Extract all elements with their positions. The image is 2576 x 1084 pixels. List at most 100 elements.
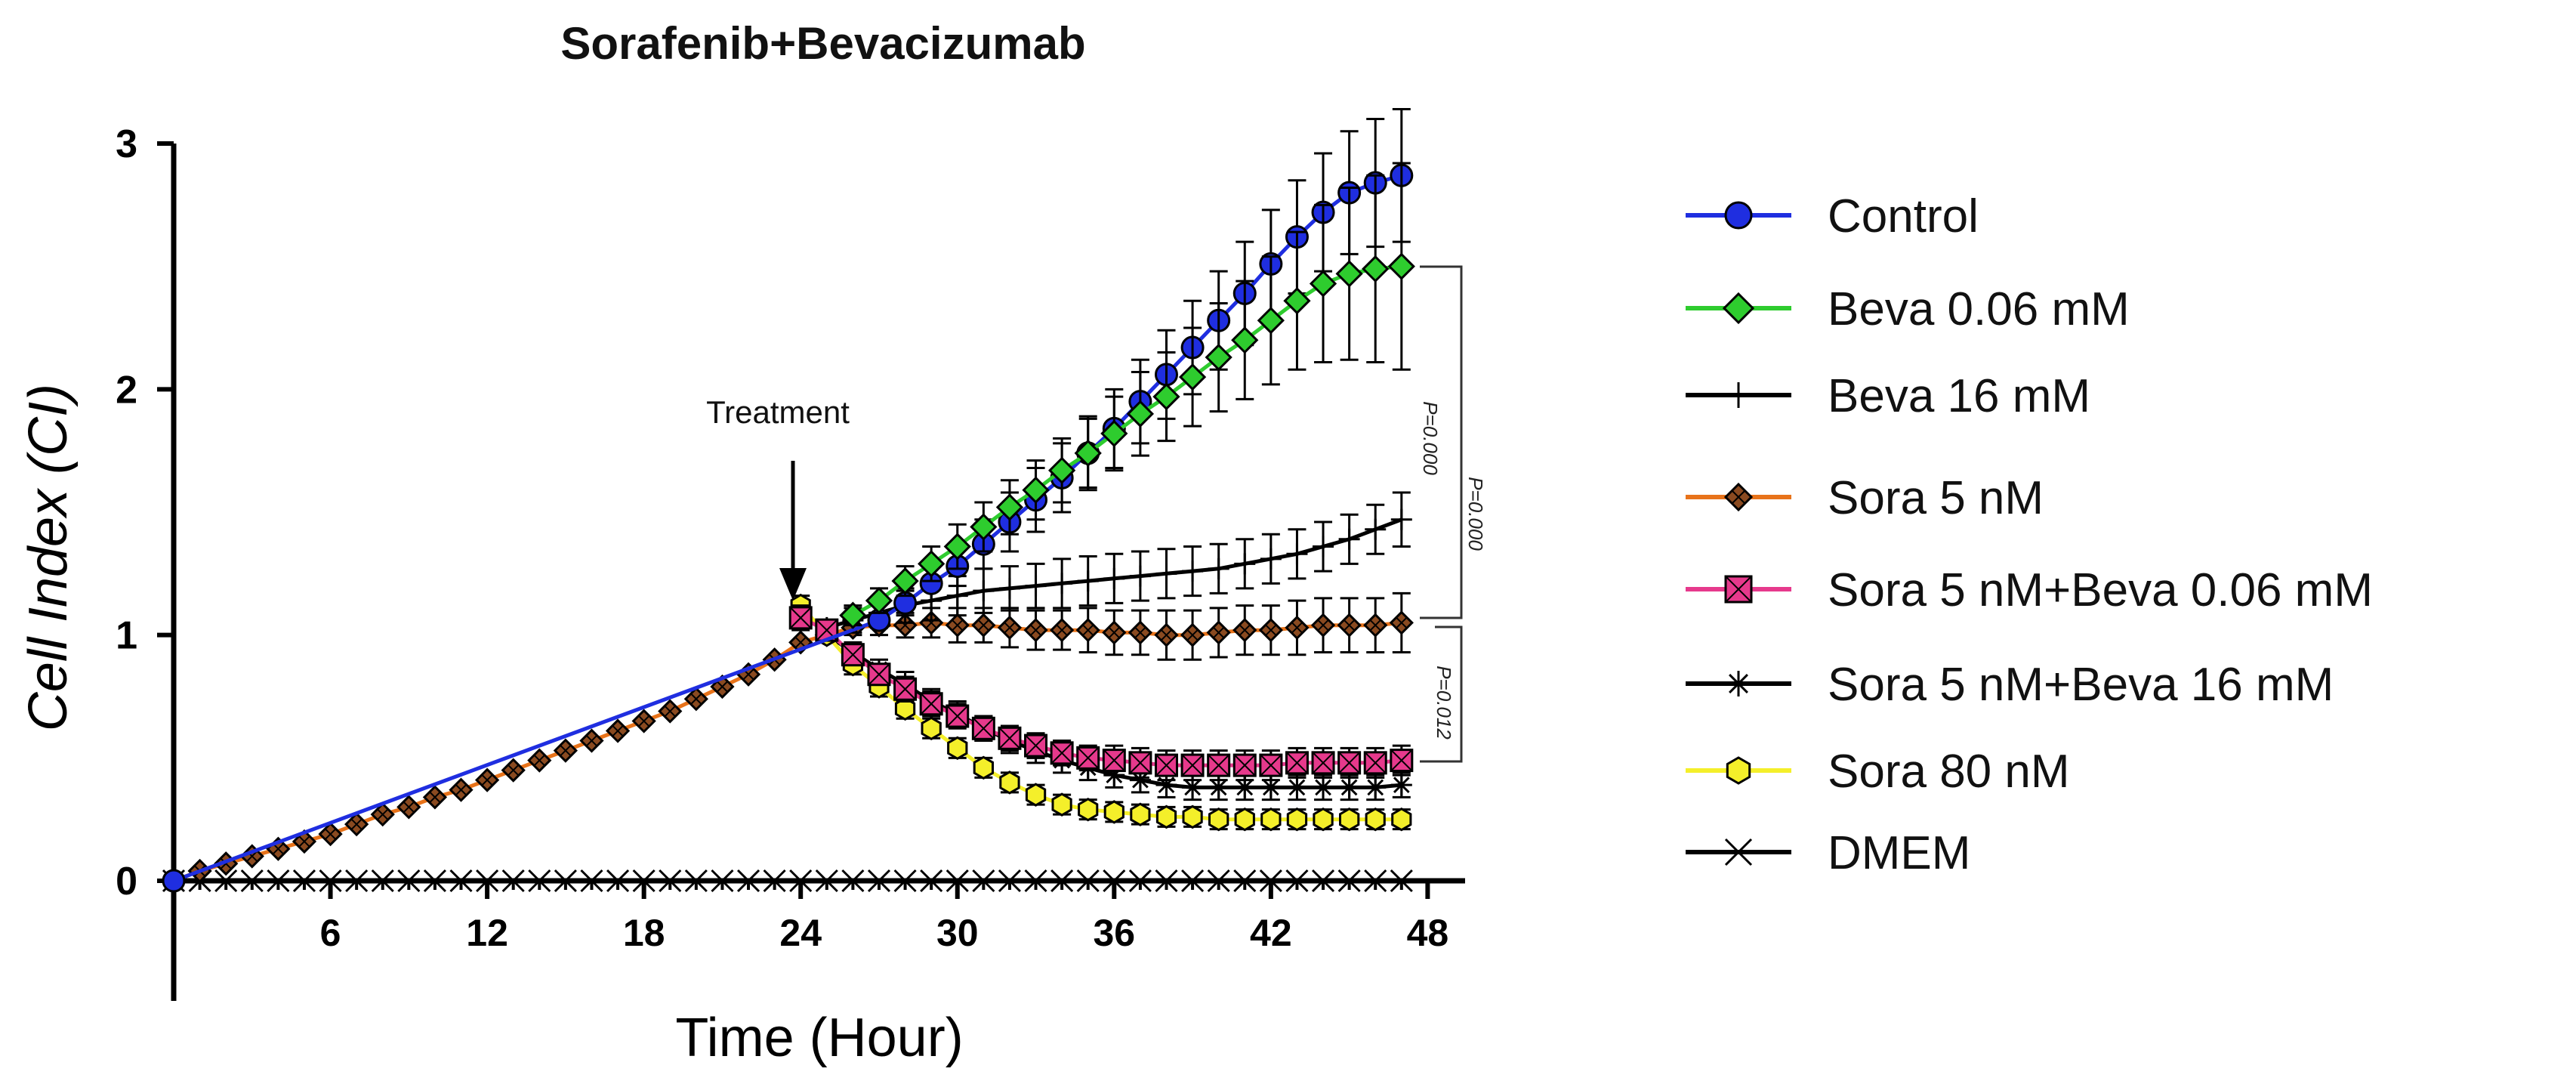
data-point [894,696,916,721]
data-point [1232,753,1257,777]
data-point [1024,869,1047,893]
legend-marker [1724,575,1753,604]
legend-marker [1722,292,1755,325]
legend-marker [1723,482,1754,512]
data-point [920,869,943,893]
y-tick-label: 2 [116,368,137,412]
data-point [1050,618,1075,643]
data-point [1259,753,1283,777]
data-point [946,585,968,607]
data-point [1208,807,1229,832]
data-point [1365,518,1387,540]
treatment-annotation: Treatment [706,394,850,601]
data-point [1234,807,1255,832]
data-point [1207,869,1230,893]
data-point [971,613,996,638]
x-tick-label: 6 [320,912,341,954]
data-point [684,869,708,893]
data-point [267,869,290,893]
data-point [999,771,1020,795]
data-point [711,869,734,893]
data-point [162,869,186,893]
data-point [1389,610,1414,635]
data-point [1077,570,1099,592]
y-axis-label: Cell Index (CI) [18,384,79,731]
data-point [1313,807,1334,832]
x-ticks: 6 12 18 24 30 36 42 48 [198,881,1448,954]
data-point [1075,618,1100,643]
data-point [1129,769,1151,791]
legend-item: Sora 5 nM+Beva 16 mM [1686,659,2334,711]
data-point [1152,382,1180,411]
x-tick-label: 30 [936,912,979,954]
data-point [1313,536,1334,557]
data-point [1074,439,1102,468]
data-point [998,869,1022,893]
data-point [1286,543,1308,565]
data-point [998,577,1020,599]
x-axis-label: Time (Hour) [675,1008,963,1068]
data-point [1178,363,1207,391]
data-point [1103,567,1125,589]
data-point [1260,548,1282,570]
data-point [1390,749,1414,773]
legend-marker [1724,838,1753,866]
data-point [1051,792,1072,817]
data-point [1076,746,1100,770]
data-point [1286,777,1308,798]
data-point [1102,620,1127,645]
bracket-beva-vs-sora [1420,265,1463,619]
data-point [422,785,448,810]
data-point [891,567,919,595]
data-point [971,716,995,740]
data-point [1286,807,1308,832]
data-point [1390,869,1413,893]
data-point [998,726,1022,750]
data-point [1076,869,1100,893]
data-point [1103,869,1126,893]
data-point [997,615,1023,641]
data-point [501,869,525,893]
data-point [1128,869,1152,893]
legend-item: Sora 80 nM [1686,746,2070,798]
data-point [893,677,918,701]
y-tick-label: 0 [116,860,137,903]
data-point [1154,753,1178,777]
data-point [580,869,603,893]
series-line [173,620,1402,883]
data-point [292,869,316,893]
data-point [344,812,369,837]
data-point [1126,400,1155,428]
data-point [947,736,968,761]
legend-label: Sora 5 nM [1828,472,2044,524]
legend-label: Sora 5 nM+Beva 0.06 mM [1828,564,2373,616]
data-point [397,869,421,893]
series-line [173,173,1402,883]
x-tick-label: 24 [779,912,822,954]
data-point [946,869,969,893]
data-point [1078,797,1099,822]
data-point [1023,618,1048,643]
data-point [1155,774,1177,796]
data-point [1310,613,1336,638]
data-point [946,704,970,728]
data-point [788,606,813,630]
data-point [579,728,604,753]
data-point [1025,575,1047,597]
data-point [1365,807,1386,832]
data-point [995,493,1024,521]
series-layer [161,107,1415,894]
data-point [474,767,500,792]
data-point [396,795,421,820]
data-point [528,869,551,893]
data-point [1182,561,1204,582]
data-point [1180,753,1205,777]
x-tick-label: 12 [466,912,508,954]
treatment-arrow-head [779,568,807,601]
legend-item: Sora 5 nM+Beva 0.06 mM [1686,564,2373,616]
bracket-sora-vs-combo [1420,625,1463,763]
p-value-1: P=0.000 [1419,401,1442,475]
data-point [1103,800,1124,824]
data-point [1338,528,1360,550]
data-point [1050,869,1074,893]
